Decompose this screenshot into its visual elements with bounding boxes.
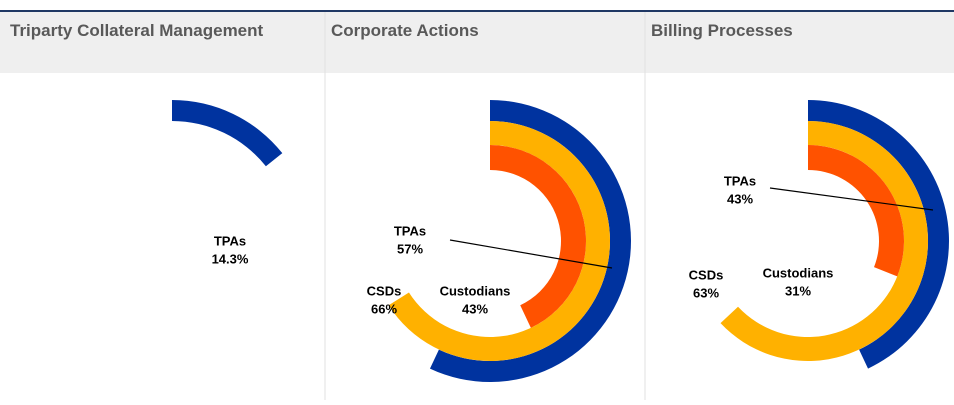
value-label: 63% — [693, 285, 719, 300]
value-label: 43% — [727, 191, 753, 206]
panel-title: Corporate Actions — [331, 21, 479, 40]
value-label: 43% — [462, 301, 488, 316]
ring-bar — [172, 100, 283, 167]
category-label: TPAs — [214, 233, 246, 248]
value-label: 66% — [371, 301, 397, 316]
value-label: 31% — [785, 283, 811, 298]
category-label: CSDs — [689, 267, 724, 282]
category-label: Custodians — [440, 283, 511, 298]
leader-line — [769, 187, 934, 211]
category-label: TPAs — [724, 173, 756, 188]
category-label: CSDs — [367, 283, 402, 298]
ring-bar — [808, 100, 949, 369]
category-label: Custodians — [763, 265, 834, 280]
value-label: 57% — [397, 241, 423, 256]
header-band — [0, 11, 954, 73]
value-label: 14.3% — [212, 251, 249, 266]
ring-bar — [720, 121, 929, 362]
ring-bar — [808, 145, 904, 277]
ring-bar — [490, 145, 586, 328]
panel-title: Billing Processes — [651, 21, 793, 40]
category-label: TPAs — [394, 223, 426, 238]
panel-title: Triparty Collateral Management — [10, 21, 264, 40]
leader-line — [449, 239, 613, 269]
